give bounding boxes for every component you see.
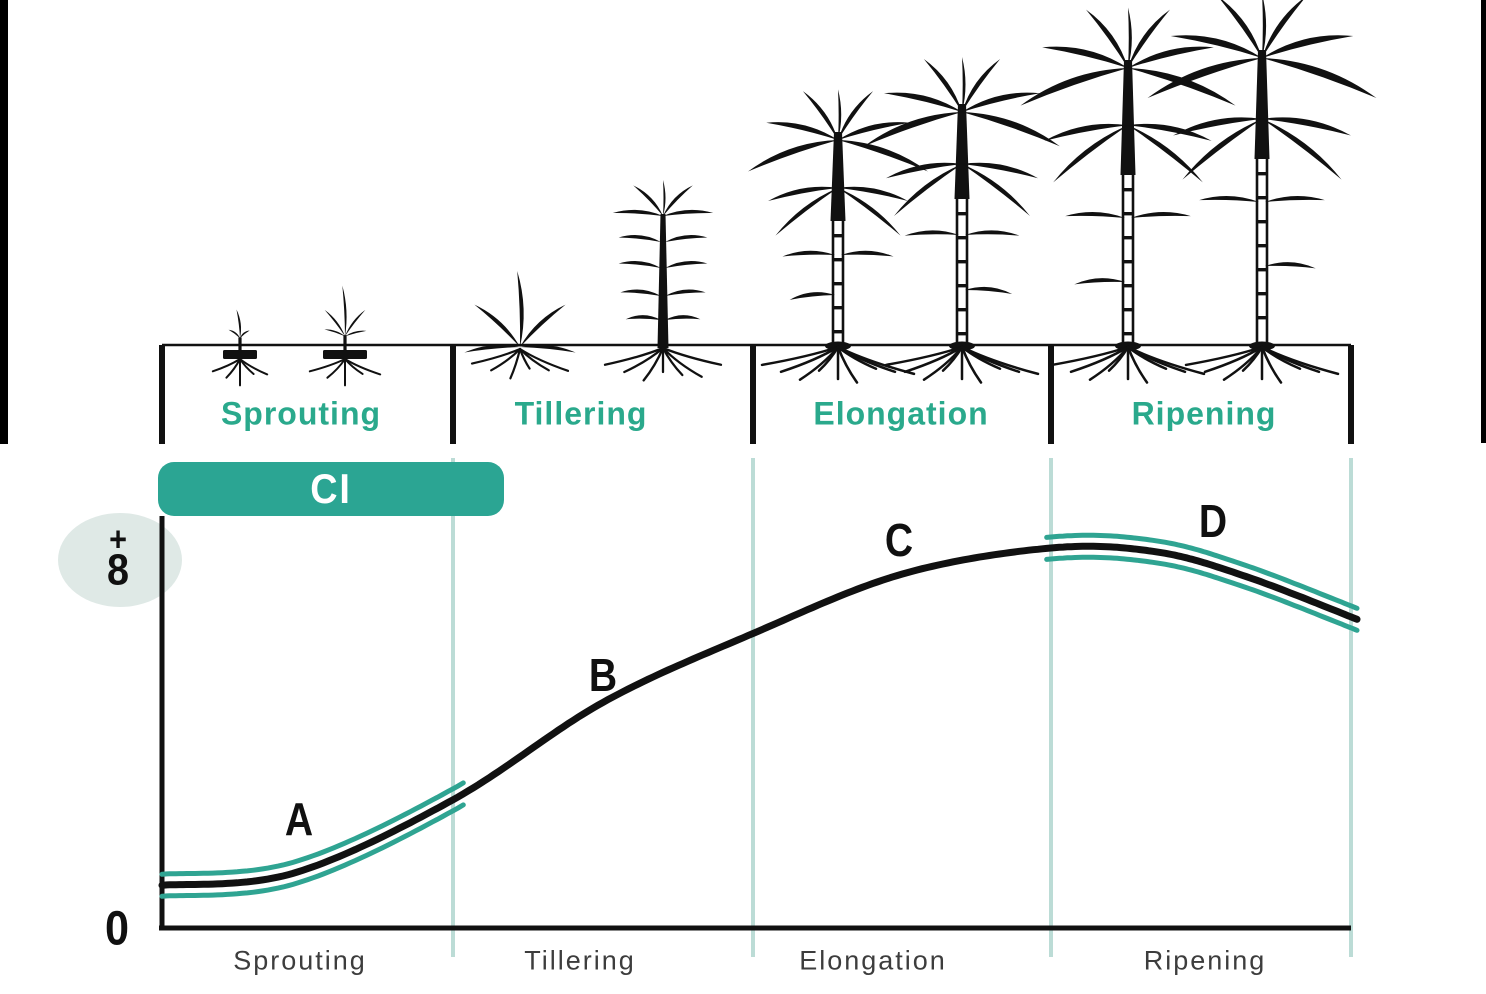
right-border-bar: [1481, 0, 1486, 443]
plants-sprouting: [211, 285, 382, 387]
plants-tillering: [464, 180, 723, 382]
plants: [211, 0, 1377, 387]
curve-label-a: A: [284, 793, 313, 846]
stage-header-sprouting: Sprouting: [220, 395, 382, 432]
stage-divider-lines: [451, 458, 1353, 957]
plant-sprout: [211, 309, 269, 387]
growth-curve: [158, 542, 1361, 889]
ci-badge-label: CI: [310, 465, 352, 512]
plant-sprout: [308, 285, 382, 387]
plants-elongation: [748, 57, 1060, 384]
x-axis-label-ripening: Ripening: [1143, 945, 1267, 976]
x-axis-label-elongation: Elongation: [799, 945, 947, 976]
left-border-bar: [0, 0, 8, 444]
plant-cane: [1147, 0, 1377, 384]
plant-cane: [748, 89, 928, 384]
plant-young-stalk: [603, 180, 723, 382]
stage-bracket-ticks: [159, 345, 1354, 444]
y-axis-origin-label: 0: [104, 902, 130, 956]
stage-header-tillering: Tillering: [514, 395, 648, 432]
curve-label-d: D: [1198, 494, 1228, 547]
curve-label-c: C: [884, 513, 914, 566]
plant-tiller-tuft: [464, 271, 576, 380]
curve-label-b: B: [588, 648, 618, 701]
x-axis-label-sprouting: Sprouting: [233, 945, 367, 976]
stage-header-ripening: Ripening: [1131, 395, 1277, 432]
plant-cane: [1020, 7, 1236, 384]
plants-ripening: [1020, 0, 1377, 384]
y-axis-max-label: + 8: [106, 520, 130, 595]
y-max-plus-sign: +: [109, 520, 127, 559]
x-axis-label-tillering: Tillering: [524, 945, 636, 976]
plant-cane: [864, 57, 1060, 384]
y-max-highlight: [58, 513, 182, 607]
y-max-value: 8: [106, 545, 130, 595]
stage-header-elongation: Elongation: [813, 395, 989, 432]
ci-band-badge: CI: [158, 462, 504, 516]
ci-accent-curves: [159, 532, 1360, 899]
